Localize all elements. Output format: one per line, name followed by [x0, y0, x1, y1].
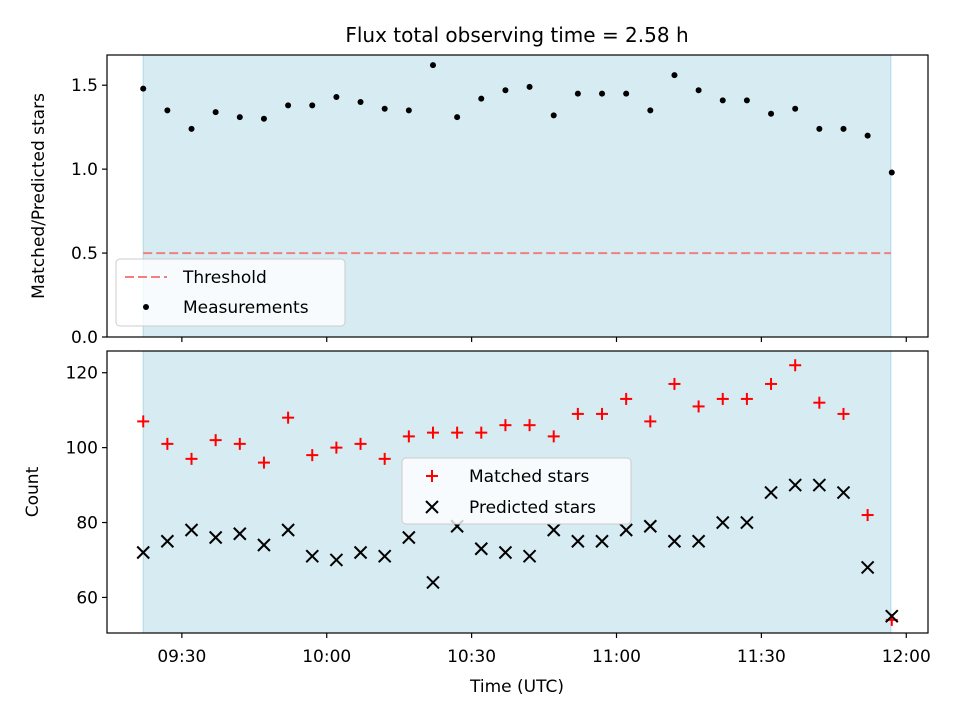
bottom-y-tick-label: 120 [66, 364, 98, 384]
legend-measurements-swatch [143, 304, 149, 310]
top-y-tick-label: 1.0 [71, 160, 98, 180]
measurement-point [575, 91, 581, 97]
top-y-tick-label: 1.5 [71, 76, 98, 96]
legend-predicted-label: Predicted stars [469, 498, 596, 518]
legend-matched-label: Matched stars [469, 467, 589, 487]
measurement-point [406, 107, 412, 113]
measurement-point [647, 107, 653, 113]
bottom-legend: Matched stars Predicted stars [402, 458, 631, 524]
measurement-point [502, 87, 508, 93]
legend-measurements-label: Measurements [183, 298, 309, 318]
top-y-tick-label: 0.0 [71, 328, 98, 348]
bottom-y-ticks: 60 80 100 120 [66, 364, 107, 609]
x-tick-label: 10:30 [447, 647, 496, 667]
measurement-point [309, 102, 315, 108]
measurement-point [140, 86, 146, 92]
measurement-point [792, 106, 798, 112]
measurement-point [623, 91, 629, 97]
x-axis-label: Time (UTC) [469, 677, 564, 697]
top-x-ticks [182, 337, 906, 342]
measurement-point [840, 126, 846, 132]
measurement-point [382, 106, 388, 112]
measurement-point [671, 72, 677, 78]
figure: Flux total observing time = 2.58 h 0.00.… [0, 0, 960, 720]
measurement-point [285, 102, 291, 108]
bottom-panel: 60 80 100 120 09:30 10:00 10:30 11:00 11:30 12:0… [23, 351, 931, 697]
top-y-tick-label: 0.5 [71, 244, 98, 264]
measurement-point [865, 133, 871, 139]
bottom-y-tick-label: 100 [66, 439, 98, 459]
top-y-ticks: 0.0 0.5 1.0 1.5 [71, 76, 107, 348]
measurement-point [237, 114, 243, 120]
bottom-y-label: Count [23, 466, 43, 517]
measurement-point [213, 109, 219, 115]
legend-threshold-label: Threshold [182, 268, 267, 288]
measurement-point [599, 91, 605, 97]
measurement-point [454, 114, 460, 120]
x-tick-label: 10:00 [302, 647, 351, 667]
x-tick-label: 11:30 [737, 647, 786, 667]
bottom-x-ticks: 09:30 10:00 10:30 11:00 11:30 12:00 [157, 633, 930, 667]
measurement-point [551, 112, 557, 118]
top-legend: Threshold Measurements [116, 259, 345, 326]
x-tick-label: 09:30 [157, 647, 206, 667]
top-panel: 0.0 0.5 1.0 1.5 Matched/Predicted stars Thr… [29, 55, 928, 348]
measurement-point [261, 116, 267, 122]
measurement-point [720, 97, 726, 103]
top-y-label: Matched/Predicted stars [29, 93, 49, 299]
measurement-point [744, 97, 750, 103]
measurement-point [430, 62, 436, 68]
measurement-point [696, 87, 702, 93]
measurement-point [527, 84, 533, 90]
measurement-point [816, 126, 822, 132]
measurement-point [189, 126, 195, 132]
measurement-point [889, 170, 895, 176]
x-tick-label: 12:00 [882, 647, 931, 667]
measurement-point [768, 111, 774, 117]
measurement-point [358, 99, 364, 105]
bottom-y-tick-label: 80 [76, 514, 98, 534]
x-tick-label: 11:00 [592, 647, 641, 667]
chart-title: Flux total observing time = 2.58 h [345, 23, 688, 47]
measurement-point [164, 107, 170, 113]
bottom-y-tick-label: 60 [76, 588, 98, 608]
measurement-point [333, 94, 339, 100]
measurement-point [478, 96, 484, 102]
